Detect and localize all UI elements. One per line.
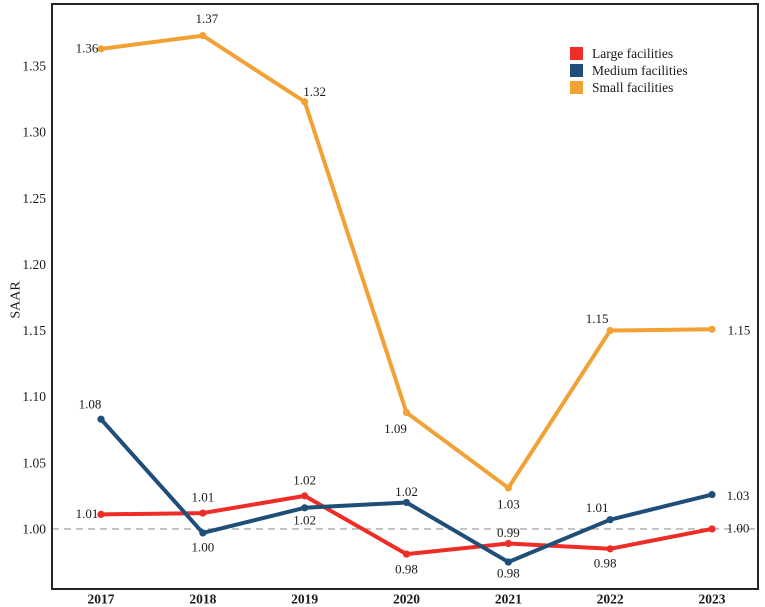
y-axis-title: SAAR [9,281,24,319]
data-label-medium-facilities-2023: 1.03 [727,488,750,503]
plot-border [51,3,759,590]
data-label-medium-facilities-2020: 1.02 [395,484,418,499]
data-label-small-facilities-2018: 1.37 [195,11,218,26]
data-point-large-facilities-2017 [97,510,105,519]
data-label-large-facilities-2018: 1.01 [191,490,214,505]
data-point-large-facilities-2020 [402,550,411,558]
y-axis-tick-label-1.20: 1.20 [22,257,46,272]
data-point-medium-facilities-2023 [708,490,716,499]
legend-item-small-facilities: Small facilities [570,81,688,94]
y-axis-tick-label-1.00: 1.00 [22,521,46,536]
data-point-small-facilities-2021 [504,484,512,492]
data-point-medium-facilities-2018 [199,529,207,537]
data-point-large-facilities-2022 [606,545,614,553]
legend-swatch-small-facilities [570,81,583,94]
data-point-large-facilities-2021 [504,539,512,548]
legend-item-large-facilities: Large facilities [570,47,688,60]
data-label-small-facilities-2021: 1.03 [497,496,520,511]
y-axis-tick-label-1.15: 1.15 [22,323,46,338]
data-label-small-facilities-2017: 1.36 [76,40,99,55]
data-label-large-facilities-2021: 0.99 [497,525,520,540]
data-label-medium-facilities-2019: 1.02 [293,512,316,527]
y-axis-tick-label-1.35: 1.35 [22,59,46,74]
data-point-small-facilities-2020 [402,408,411,417]
data-point-small-facilities-2019 [301,98,309,106]
data-point-medium-facilities-2021 [504,558,512,566]
data-point-small-facilities-2023 [708,325,716,333]
data-label-small-facilities-2019: 1.32 [303,84,326,99]
data-label-large-facilities-2023: 1.00 [727,520,750,535]
data-label-large-facilities-2020: 0.98 [395,562,418,577]
data-point-medium-facilities-2019 [301,504,309,512]
data-label-medium-facilities-2021: 0.98 [497,566,520,581]
x-axis-tick-label-2017: 2017 [88,592,115,607]
legend-label-medium-facilities: Medium facilities [592,63,688,78]
data-label-medium-facilities-2017: 1.08 [79,397,102,412]
data-point-small-facilities-2017 [97,45,105,53]
data-label-small-facilities-2022: 1.15 [586,311,609,326]
legend-label-small-facilities: Small facilities [592,80,674,95]
y-axis-tick-label-1.30: 1.30 [22,125,46,140]
data-point-medium-facilities-2020 [402,498,411,507]
data-label-medium-facilities-2022: 1.01 [586,500,609,515]
chart-legend: Large facilities Medium facilities Small… [570,47,688,94]
legend-item-medium-facilities: Medium facilities [570,64,688,77]
data-label-small-facilities-2020: 1.09 [384,421,407,436]
data-label-large-facilities-2022: 0.98 [594,555,617,570]
x-axis-tick-label-2019: 2019 [291,592,318,607]
data-point-medium-facilities-2017 [97,415,105,423]
data-point-large-facilities-2023 [708,525,716,533]
y-axis-tick-label-1.05: 1.05 [22,455,46,470]
data-point-small-facilities-2018 [199,32,207,40]
data-point-medium-facilities-2022 [606,516,614,524]
x-axis-tick-label-2018: 2018 [189,592,216,607]
data-label-medium-facilities-2018: 1.00 [191,539,214,554]
legend-swatch-medium-facilities [570,64,583,77]
x-axis-tick-label-2021: 2021 [495,592,522,607]
data-label-large-facilities-2017: 1.01 [76,506,99,521]
y-axis-tick-label-1.10: 1.10 [22,389,46,404]
y-axis-tick-label-1.25: 1.25 [22,191,46,206]
legend-label-large-facilities: Large facilities [592,46,674,61]
x-axis-tick-label-2023: 2023 [699,592,726,607]
data-point-large-facilities-2018 [199,509,207,517]
data-point-large-facilities-2019 [301,492,309,500]
data-label-small-facilities-2023: 1.15 [728,323,751,338]
data-point-small-facilities-2022 [606,326,614,335]
x-axis-tick-label-2020: 2020 [393,592,420,607]
legend-swatch-large-facilities [570,47,583,60]
data-label-large-facilities-2019: 1.02 [293,472,316,487]
x-axis-tick-label-2022: 2022 [597,592,624,607]
